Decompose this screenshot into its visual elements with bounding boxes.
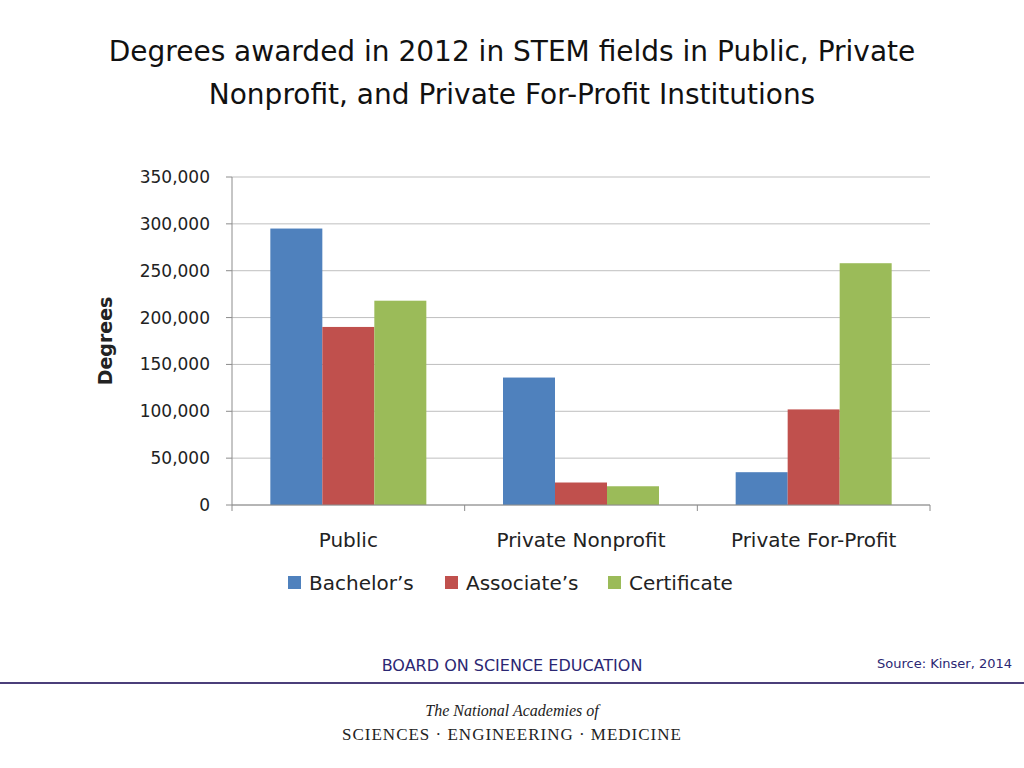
bar <box>322 327 374 505</box>
y-tick-label: 150,000 <box>140 354 210 374</box>
legend-label: Certificate <box>629 571 733 595</box>
y-tick <box>226 411 232 412</box>
logo-line2: SCIENCES · ENGINEERING · MEDICINE <box>342 725 682 744</box>
y-tick <box>226 270 232 271</box>
grid-line <box>232 223 930 224</box>
bar <box>374 301 426 505</box>
y-tick <box>226 458 232 459</box>
legend-label: Bachelor’s <box>309 571 414 595</box>
y-tick <box>226 223 232 224</box>
x-tick <box>697 505 698 511</box>
board-name: BOARD ON SCIENCE EDUCATION <box>382 656 643 675</box>
x-axis-line <box>232 505 930 506</box>
bar <box>555 483 607 505</box>
footer: BOARD ON SCIENCE EDUCATION Source: Kinser… <box>0 656 1024 744</box>
x-tick-label: Private For-Profit <box>731 528 897 552</box>
y-tick-label: 250,000 <box>140 261 210 281</box>
y-axis-label: Degrees <box>94 297 116 386</box>
grid <box>232 177 930 505</box>
y-tick-label: 350,000 <box>140 167 210 187</box>
grid-line <box>232 505 930 506</box>
slide: Degrees awarded in 2012 in STEM fields i… <box>0 0 1024 768</box>
bar <box>503 378 555 505</box>
y-axis-line <box>232 177 233 505</box>
footer-rule <box>0 682 1024 684</box>
bar <box>840 263 892 505</box>
x-tick <box>930 505 931 511</box>
x-tick-label: Public <box>319 528 378 552</box>
bar <box>270 229 322 505</box>
logo-line1: The National Academies of <box>425 702 601 720</box>
chart-title: Degrees awarded in 2012 in STEM fields i… <box>62 30 962 116</box>
y-tick <box>226 364 232 365</box>
legend-label: Associate’s <box>466 571 579 595</box>
legend-swatch <box>608 576 621 589</box>
y-axis: 0 50,000 100,000 150,000 200,000 250,000 300,0… <box>140 167 232 515</box>
legend: Bachelor’s Associate’s Certificate <box>288 571 733 595</box>
bar <box>736 472 788 505</box>
chart-canvas: 0 50,000 100,000 150,000 200,000 250,000 300,0… <box>0 0 1024 768</box>
bar <box>607 486 659 505</box>
y-tick-label: 200,000 <box>140 308 210 328</box>
x-tick-label: Private Nonprofit <box>496 528 665 552</box>
bar <box>788 409 840 505</box>
grid-line <box>232 177 930 178</box>
bars <box>270 229 891 505</box>
x-tick <box>464 505 465 511</box>
y-tick-label: 0 <box>199 495 210 515</box>
x-axis: Public Private Nonprofit Private For-Profi… <box>232 505 930 552</box>
y-tick <box>226 177 232 178</box>
legend-swatch <box>445 576 458 589</box>
y-tick-label: 100,000 <box>140 401 210 421</box>
grid-line <box>232 270 930 271</box>
y-tick <box>226 505 232 506</box>
y-tick <box>226 317 232 318</box>
y-tick-label: 300,000 <box>140 214 210 234</box>
y-tick-label: 50,000 <box>151 448 210 468</box>
x-tick <box>232 505 233 511</box>
legend-swatch <box>288 576 301 589</box>
grid-line <box>232 317 930 318</box>
source-note: Source: Kinser, 2014 <box>877 656 1012 671</box>
